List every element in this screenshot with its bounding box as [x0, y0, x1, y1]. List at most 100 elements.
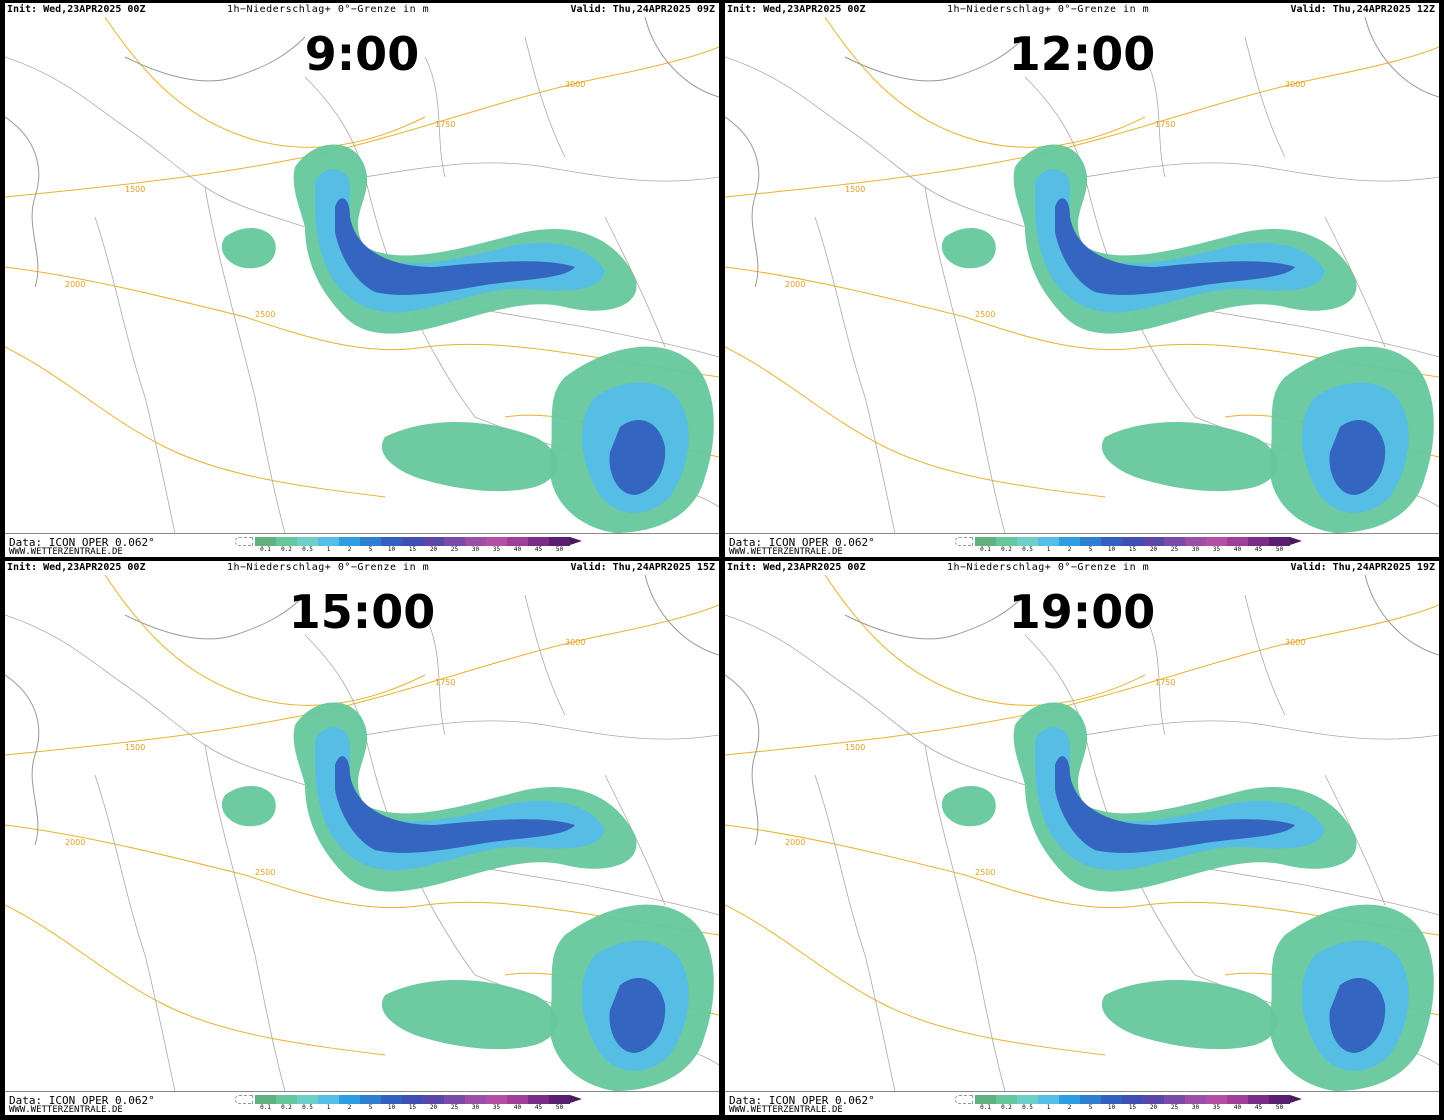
- precip-area: [221, 785, 276, 827]
- freezing-level-contour: [725, 604, 1439, 756]
- precip-area: [609, 419, 666, 495]
- legend-tick-label: 0.1: [260, 1104, 271, 1111]
- legend-swatch: [1185, 1095, 1206, 1104]
- coastline: [844, 594, 1026, 640]
- legend-tick-label: 15: [408, 1104, 417, 1111]
- coastline: [644, 17, 719, 98]
- precip-area: [335, 756, 575, 853]
- legend-tick-label: 2: [1067, 546, 1072, 553]
- legend-tick-label: 20: [429, 1104, 438, 1111]
- legend-tick-label: 0.2: [281, 546, 292, 553]
- country-border: [5, 614, 306, 786]
- init-time: Init: Wed,23APR2025 00Z: [7, 4, 146, 15]
- contour-label: 2500: [255, 310, 275, 319]
- freezing-level-contour: [824, 575, 1146, 706]
- legend-swatch: [297, 1095, 318, 1104]
- legend-arrow: [570, 537, 582, 545]
- legend-swatch: [486, 537, 507, 546]
- legend-tick-label: 15: [1128, 1104, 1137, 1111]
- country-border: [1144, 56, 1166, 178]
- legend-tick-label: 35: [492, 1104, 501, 1111]
- country-border: [1024, 634, 1196, 976]
- legend-tick-label: 0.2: [281, 1104, 292, 1111]
- site-credit: WWW.WETTERZENTRALE.DE: [729, 547, 843, 557]
- country-border: [924, 186, 1006, 533]
- legend-swatch: [1080, 537, 1101, 546]
- contour-label: 1500: [845, 185, 865, 194]
- valid-time: Valid: Thu,24APR2025 15Z: [570, 562, 716, 573]
- legend-swatch: [381, 1095, 402, 1104]
- legend-tick-label: 0.5: [302, 1104, 313, 1111]
- country-border: [725, 56, 1026, 228]
- precip-area: [335, 198, 575, 295]
- precip-area: [1329, 419, 1386, 495]
- legend-tick-label: 1: [326, 546, 331, 553]
- legend-tick-label: 35: [1212, 1104, 1221, 1111]
- panel-footer: Data: ICON OPER 0.062° WWW.WETTERZENTRAL…: [725, 1091, 1439, 1115]
- legend-swatch: [975, 1095, 996, 1104]
- legend-swatch: [1227, 1095, 1248, 1104]
- legend-swatch: [360, 1095, 381, 1104]
- contour-label: 3000: [1285, 638, 1305, 647]
- freezing-level-contour: [5, 266, 719, 378]
- valid-time: Valid: Thu,24APR2025 12Z: [1290, 4, 1436, 15]
- site-credit: WWW.WETTERZENTRALE.DE: [729, 1105, 843, 1115]
- contour-label: 2000: [65, 280, 85, 289]
- no-precip-swatch: [235, 1095, 253, 1104]
- freezing-level-contour: [725, 824, 1439, 936]
- init-time: Init: Wed,23APR2025 00Z: [727, 562, 866, 573]
- legend-tick-label: 0.5: [1022, 1104, 1033, 1111]
- legend-tick-label: 15: [1128, 546, 1137, 553]
- legend-tick-label: 40: [513, 546, 522, 553]
- init-time: Init: Wed,23APR2025 00Z: [727, 4, 866, 15]
- legend-tick-label: 45: [534, 546, 543, 553]
- panel-header: Init: Wed,23APR2025 00Z 1h−Niederschlag+…: [5, 3, 719, 17]
- coastline: [1364, 575, 1439, 656]
- product-title: 1h−Niederschlag+ 0°−Grenze in m: [947, 562, 1150, 573]
- legend-swatch: [1164, 1095, 1185, 1104]
- legend-swatch: [297, 537, 318, 546]
- legend-swatch: [318, 1095, 339, 1104]
- legend-tick-label: 5: [1088, 546, 1093, 553]
- precip-map: 1500 1750 2000 2500 3000: [5, 17, 719, 533]
- legend-swatch: [255, 537, 276, 546]
- precip-area: [381, 980, 558, 1050]
- panel-header: Init: Wed,23APR2025 00Z 1h−Niederschlag+…: [5, 561, 719, 575]
- legend-swatch: [423, 1095, 444, 1104]
- legend-swatch: [1248, 1095, 1269, 1104]
- product-title: 1h−Niederschlag+ 0°−Grenze in m: [947, 4, 1150, 15]
- country-border: [814, 216, 896, 533]
- legend-swatch: [339, 1095, 360, 1104]
- legend-tick-label: 45: [1254, 546, 1263, 553]
- legend-swatch: [1038, 1095, 1059, 1104]
- legend-tick-label: 30: [1191, 546, 1200, 553]
- legend-swatch: [528, 1095, 549, 1104]
- legend-tick-label: 20: [429, 546, 438, 553]
- legend-tick-label: 5: [1088, 1104, 1093, 1111]
- legend-swatch: [1017, 537, 1038, 546]
- contour-label: 1500: [125, 743, 145, 752]
- precip-area: [381, 422, 558, 492]
- legend-swatch: [507, 1095, 528, 1104]
- legend-swatch: [1059, 1095, 1080, 1104]
- country-border: [364, 720, 719, 740]
- legend-tick-label: 15: [408, 546, 417, 553]
- contour-label: 2000: [65, 838, 85, 847]
- country-border: [1024, 76, 1196, 418]
- legend-swatch: [444, 1095, 465, 1104]
- legend-swatch: [1143, 1095, 1164, 1104]
- legend-tick-label: 10: [1107, 546, 1116, 553]
- legend-tick-label: 10: [387, 546, 396, 553]
- legend-arrow: [1290, 1095, 1302, 1103]
- country-border: [1244, 594, 1286, 716]
- legend-arrow: [1290, 537, 1302, 545]
- legend-swatch: [465, 1095, 486, 1104]
- precip-area: [941, 227, 996, 269]
- legend-swatch: [549, 537, 570, 546]
- legend-tick-label: 0.2: [1001, 1104, 1012, 1111]
- coastline: [5, 674, 40, 846]
- no-precip-swatch: [955, 1095, 973, 1104]
- legend-tick-label: 45: [534, 1104, 543, 1111]
- panel-header: Init: Wed,23APR2025 00Z 1h−Niederschlag+…: [725, 3, 1439, 17]
- contour-label: 2500: [255, 868, 275, 877]
